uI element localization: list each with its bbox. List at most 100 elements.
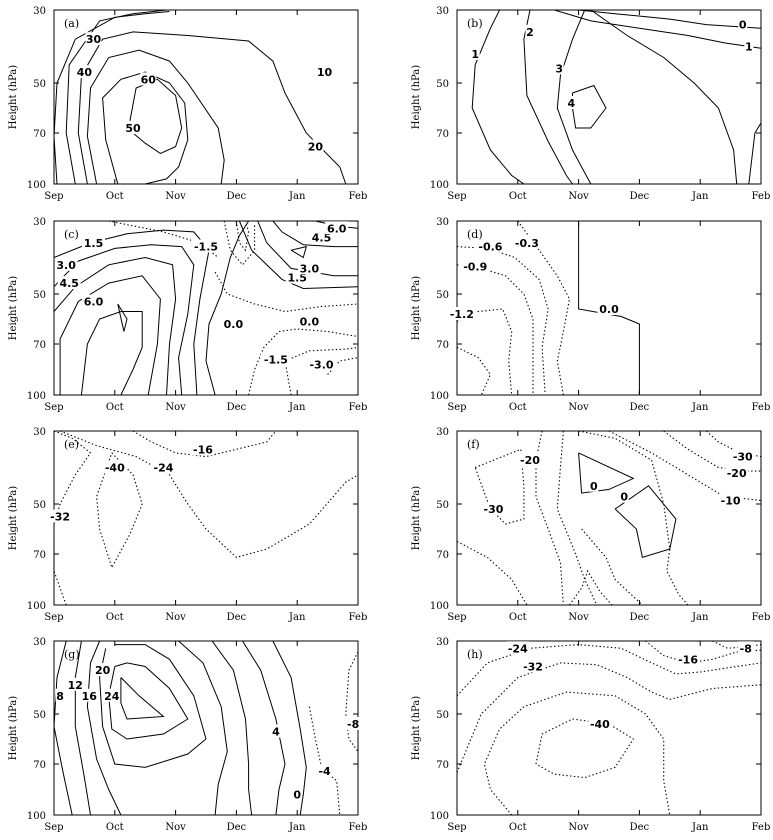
contour-line [578, 431, 689, 605]
contour-label: 4 [567, 97, 575, 110]
contour-label: -24 [508, 642, 528, 655]
contours [54, 641, 358, 815]
contour-label: 1.5 [84, 237, 104, 250]
contour-label: -20 [520, 454, 540, 467]
contour-label-bg [566, 96, 576, 109]
contour-line [120, 677, 165, 720]
contour-label-bg [82, 294, 106, 308]
contour-line [102, 71, 189, 184]
contour-line [54, 229, 210, 395]
y-tick-label: 70 [436, 550, 449, 561]
contour-label-bg [151, 460, 175, 474]
contour-label: -24 [154, 462, 174, 475]
x-tick-label: Sep [447, 191, 466, 202]
x-tick-label: Oct [509, 612, 527, 623]
contour-line [54, 431, 92, 525]
plot-frame [53, 430, 359, 606]
y-axis-label: Height (hPa) [411, 65, 422, 129]
contour-line [554, 10, 761, 49]
x-tick-label: Feb [752, 402, 771, 413]
contour-label: 0.0 [599, 303, 619, 316]
y-tick-label: 50 [33, 79, 46, 90]
y-tick-label: 100 [27, 391, 46, 402]
panel-g: Sep Oct Nov Dec Jan Feb 30 50 70 100 Height (hPa) (… [8, 637, 367, 833]
panel-d: Sep Oct Nov Dec Jan Feb 30 50 70 100 Height (hPa) (… [411, 217, 770, 413]
contours [471, 10, 761, 184]
contour-line [242, 641, 286, 815]
contours [54, 221, 358, 395]
y-tick-label: 30 [33, 427, 46, 438]
contour-label-bg [57, 276, 81, 290]
x-tick-label: Feb [752, 822, 771, 833]
contour-label: 1 [471, 48, 479, 61]
contour-line [214, 271, 358, 313]
x-tick-label: Nov [568, 402, 589, 413]
contour-label: -1.2 [450, 308, 474, 321]
contour-label: -30 [733, 451, 753, 464]
y-tick-label: 70 [33, 129, 46, 140]
contour-label-bg [191, 239, 221, 253]
contour-line [457, 662, 761, 773]
contour-label: -0.3 [515, 237, 539, 250]
x-tick-label: Jan [691, 822, 709, 833]
contour-label-bg [103, 460, 127, 474]
x-tick-label: Jan [691, 402, 709, 413]
contour-line [74, 641, 91, 815]
contour-label-bg [54, 257, 78, 271]
contour-line [327, 357, 358, 375]
y-tick-label: 100 [430, 811, 449, 822]
contour-label-bg [525, 24, 535, 38]
x-tick-label: Dec [630, 191, 650, 202]
contour-line [578, 10, 761, 29]
x-tick-label: Sep [44, 612, 63, 623]
x-tick-label: Nov [165, 822, 186, 833]
contour-label-bg [725, 465, 749, 479]
panel-a: Sep Oct Nov Dec Jan Feb 30 50 70 100 Height (hPa) (… [8, 6, 367, 202]
contour-line [117, 303, 128, 332]
contour-line [99, 644, 207, 768]
x-tick-label: Dec [227, 822, 247, 833]
x-tick-label: Nov [165, 612, 186, 623]
contour-line [108, 221, 219, 258]
y-tick-label: 30 [436, 427, 449, 438]
panel-label: (h) [467, 648, 483, 661]
contour-label-bg [506, 641, 530, 655]
contour-label-bg [94, 663, 111, 677]
contour-label: 3.0 [300, 262, 320, 275]
x-tick-label: Sep [447, 402, 466, 413]
contour-line [457, 346, 492, 395]
contour-line [205, 221, 250, 395]
x-tick-label: Dec [630, 612, 650, 623]
y-tick-label: 100 [27, 180, 46, 191]
contour-label: 1 [745, 41, 753, 54]
contour-line [238, 221, 358, 290]
x-tick-label: Dec [630, 822, 650, 833]
contour-label: -4 [318, 765, 331, 778]
contour-label: 6.0 [327, 222, 347, 235]
x-tick-label: Oct [509, 402, 527, 413]
x-tick-label: Dec [630, 402, 650, 413]
y-tick-label: 30 [436, 6, 449, 17]
y-tick-label: 30 [33, 217, 46, 228]
contour-line [345, 651, 358, 752]
contour-label-bg [307, 139, 324, 153]
contour-label-bg [588, 717, 612, 730]
y-axis-label: Height (hPa) [411, 696, 422, 760]
contour-line [272, 221, 358, 248]
contour-line [705, 431, 761, 458]
y-tick-label: 100 [27, 601, 46, 612]
contour-label: 20 [308, 141, 324, 154]
panel-label: (f) [467, 438, 480, 451]
x-tick-label: Jan [288, 191, 306, 202]
contours [54, 431, 358, 605]
contour-line [284, 346, 358, 395]
contour-label: 8 [56, 690, 64, 703]
contour-label: 0 [739, 19, 747, 32]
contour-line [86, 641, 122, 815]
contour-line [211, 641, 253, 815]
x-tick-label: Nov [165, 402, 186, 413]
contour-line [257, 221, 358, 277]
contours [457, 431, 761, 605]
x-tick-label: Feb [349, 822, 368, 833]
